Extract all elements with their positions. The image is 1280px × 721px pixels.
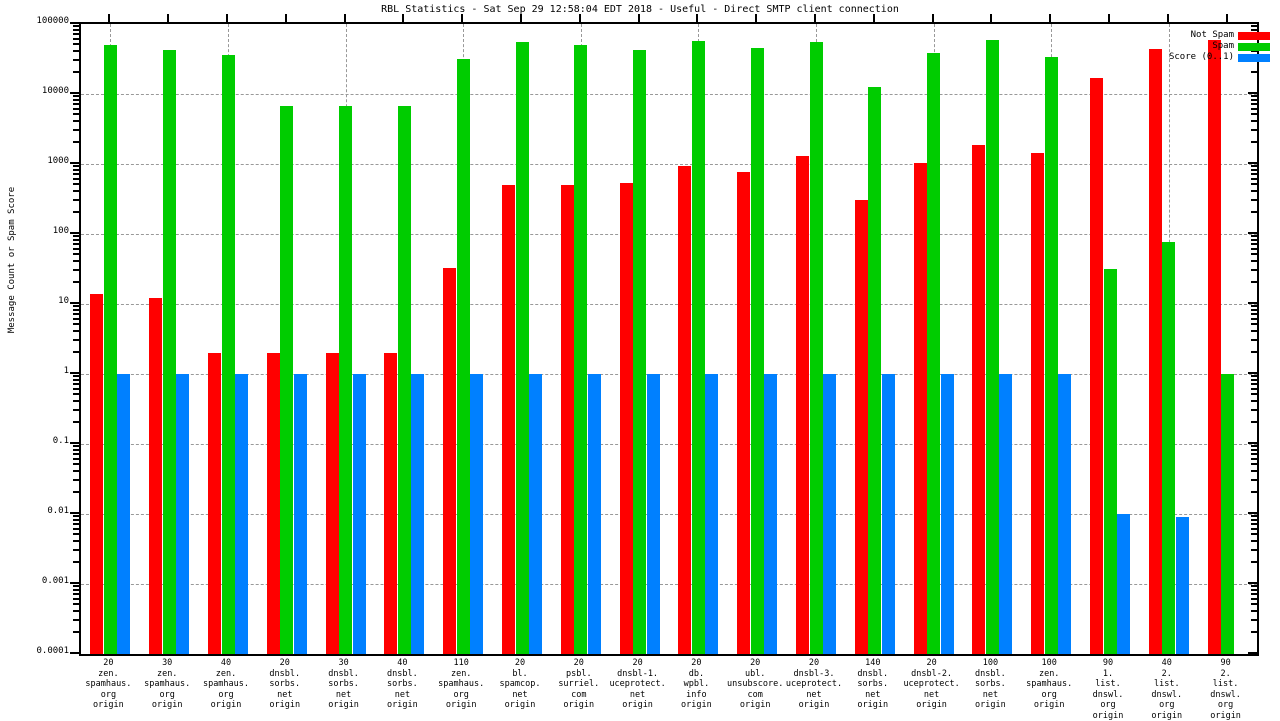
- plot-inner: [81, 24, 1257, 654]
- y-tick-label: 100000: [0, 16, 69, 26]
- x-tick: [402, 14, 404, 24]
- y-tick-major: [70, 372, 79, 374]
- x-tick: [285, 14, 287, 24]
- x-tick: [638, 14, 640, 24]
- bar-group[interactable]: [81, 24, 1257, 654]
- y-tick-label: 10: [0, 296, 69, 306]
- x-tick: [755, 14, 757, 24]
- x-group-label-line: 2.: [1190, 669, 1261, 680]
- y-tick-major: [70, 442, 79, 444]
- legend-swatch: [1238, 43, 1270, 51]
- x-group-label-line: origin: [1190, 711, 1261, 721]
- y-tick-major: [70, 302, 79, 304]
- legend-swatch: [1238, 32, 1270, 40]
- x-tick: [1108, 14, 1110, 24]
- x-tick: [579, 14, 581, 24]
- plot-area: [79, 22, 1259, 656]
- y-tick-major: [70, 22, 79, 24]
- x-tick: [1167, 14, 1169, 24]
- y-axis-title: Message Count or Spam Score: [7, 180, 17, 340]
- legend-item[interactable]: Not Spam: [1150, 30, 1270, 41]
- y-tick-major: [70, 232, 79, 234]
- x-tick: [461, 14, 463, 24]
- y-tick-major: [70, 582, 79, 584]
- bar-not-spam[interactable]: [1208, 40, 1221, 654]
- x-tick: [226, 14, 228, 24]
- y-tick-label: 1: [0, 366, 69, 376]
- y-tick-label: 0.01: [0, 506, 69, 516]
- x-group-label-line: 90: [1190, 658, 1261, 669]
- x-tick: [932, 14, 934, 24]
- legend-item[interactable]: Spam: [1150, 41, 1270, 52]
- chart-title: RBL Statistics - Sat Sep 29 12:58:04 EDT…: [0, 4, 1280, 15]
- y-tick-label: 10000: [0, 86, 69, 96]
- y-tick-label: 0.1: [0, 436, 69, 446]
- bar-spam[interactable]: [1221, 374, 1234, 654]
- legend-item[interactable]: Score (0..1): [1150, 52, 1270, 63]
- x-tick: [696, 14, 698, 24]
- x-group-label-line: list.: [1190, 679, 1261, 690]
- y-tick-major: [70, 162, 79, 164]
- legend-label: Score (0..1): [1169, 52, 1234, 63]
- y-tick-label: 0.0001: [0, 646, 69, 656]
- y-tick-label: 0.001: [0, 576, 69, 586]
- x-tick: [167, 14, 169, 24]
- y-tick-label: 100: [0, 226, 69, 236]
- x-tick: [344, 14, 346, 24]
- x-tick: [873, 14, 875, 24]
- legend-label: Not Spam: [1191, 30, 1234, 41]
- legend-label: Spam: [1212, 41, 1234, 52]
- y-tick-major: [70, 652, 79, 654]
- y-tick-label: 1000: [0, 156, 69, 166]
- x-tick: [814, 14, 816, 24]
- x-tick: [520, 14, 522, 24]
- x-tick: [990, 14, 992, 24]
- y-tick-major: [70, 92, 79, 94]
- y-tick-major: [70, 512, 79, 514]
- x-group-label-line: dnswl.: [1190, 690, 1261, 701]
- x-tick: [1226, 14, 1228, 24]
- x-group-label-line: org: [1190, 700, 1261, 711]
- x-tick: [108, 14, 110, 24]
- x-tick: [1049, 14, 1051, 24]
- legend-swatch: [1238, 54, 1270, 62]
